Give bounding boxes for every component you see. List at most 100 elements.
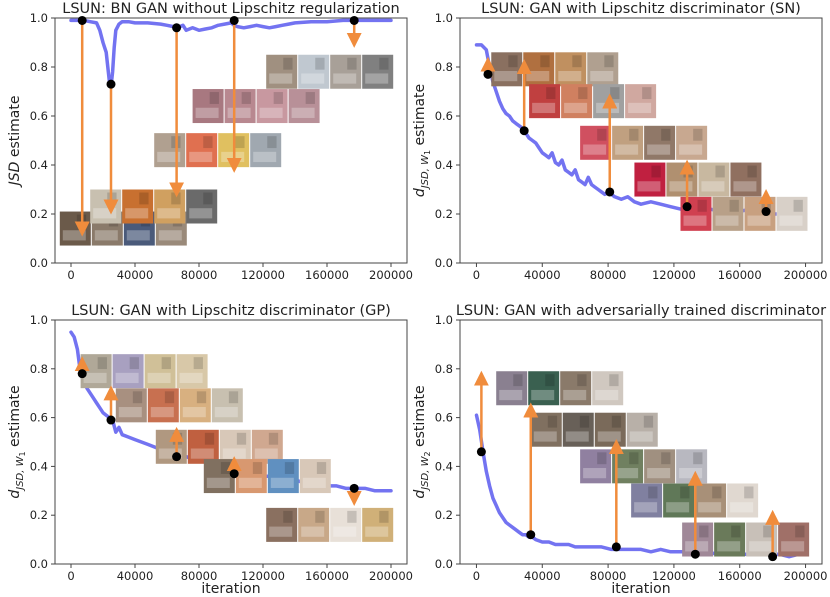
sample-thumbnail-detail (147, 372, 171, 384)
sample-thumbnail (154, 133, 186, 168)
sample-thumbnail-detail (203, 192, 213, 205)
y-tick-label: 0.8 (30, 60, 48, 74)
x-tick-label: 40000 (117, 569, 154, 583)
sample-thumbnail-detail (679, 468, 703, 479)
sample-thumbnail-detail (717, 541, 741, 552)
sample-thumbnail-detail (651, 165, 661, 178)
sample-thumbnail-detail (236, 432, 247, 445)
y-tick-label: 0.8 (435, 362, 453, 376)
sample-thumbnail-detail (268, 432, 279, 445)
chart-panel-4: LSUN: GAN with adversarially trained dis… (412, 303, 827, 597)
chart-title: LSUN: GAN with adversarially trained dis… (456, 303, 826, 319)
sample-thumbnail (266, 54, 298, 89)
sample-thumbnail-detail (273, 92, 283, 104)
sample-thumbnail-detail (747, 215, 771, 226)
sample-thumbnail-detail (698, 502, 722, 513)
sample-thumbnail (251, 429, 283, 464)
sample-thumbnail (176, 354, 208, 389)
sample-thumbnail (555, 52, 587, 87)
sample-thumbnail (224, 89, 256, 124)
sample-thumbnail (330, 54, 362, 89)
y-tick-label: 0.2 (435, 508, 453, 522)
x-tick-label: 0 (473, 268, 480, 282)
sample-thumbnail-detail (193, 357, 203, 370)
sample-thumbnail (644, 125, 676, 160)
sample-thumbnail-detail (283, 57, 293, 70)
sample-strip-1 (496, 371, 624, 406)
sample-strip-3 (154, 133, 282, 168)
sample-thumbnail-detail (301, 73, 325, 84)
sample-strip-3 (580, 449, 708, 484)
x-tick-label: 200000 (369, 268, 413, 282)
sample-thumbnail-detail (379, 57, 389, 70)
x-tick-label: 200000 (784, 268, 828, 282)
sample-thumbnail-detail (597, 431, 621, 442)
checkpoint-marker (106, 79, 116, 89)
sample-thumbnail-detail (629, 452, 639, 465)
sample-thumbnail-detail (83, 372, 107, 384)
y-tick-label: 0.0 (30, 557, 48, 571)
sample-thumbnail (144, 354, 176, 389)
checkpoint-marker (682, 202, 692, 212)
y-tick-label: 0.6 (435, 109, 453, 123)
sample-thumbnail (122, 189, 154, 224)
sample-thumbnail-detail (685, 541, 709, 552)
sample-thumbnail (115, 388, 147, 423)
sample-thumbnail-detail (508, 55, 518, 68)
sample-thumbnail-detail (628, 102, 652, 114)
sample-thumbnail (776, 196, 808, 231)
sample-strip-5 (266, 54, 394, 89)
sample-thumbnail-detail (132, 391, 143, 404)
sample-thumbnail-detail (365, 73, 389, 84)
sample-thumbnail-detail (779, 215, 803, 226)
sample-thumbnail (112, 354, 144, 389)
y-tick-label: 0.4 (30, 158, 48, 172)
x-tick-label: 160000 (718, 569, 762, 583)
checkpoint-marker (106, 415, 116, 425)
checkpoint-marker (690, 549, 700, 559)
sample-thumbnail-detail (252, 462, 263, 474)
sample-thumbnail-detail (611, 415, 622, 428)
sample-thumbnail-detail (565, 431, 589, 442)
sample-thumbnail-detail (793, 199, 803, 212)
checkpoint-marker (229, 15, 239, 25)
x-tick-label: 40000 (117, 268, 154, 282)
sample-thumbnail-detail (189, 151, 213, 163)
y-tick-label: 0.0 (30, 256, 48, 270)
sample-thumbnail-detail (647, 144, 671, 155)
sample-thumbnail (631, 483, 663, 518)
sample-thumbnail-detail (238, 477, 262, 488)
sample-strip-2 (529, 84, 657, 119)
sample-thumbnail-detail (206, 477, 230, 488)
sample-thumbnail-detail (221, 151, 245, 163)
sample-thumbnail (299, 459, 331, 494)
sample-thumbnail (256, 89, 288, 124)
x-tick-label: 160000 (305, 569, 349, 583)
sample-thumbnail-detail (680, 486, 690, 499)
sample-thumbnail-detail (564, 102, 588, 114)
sample-thumbnail-detail (642, 87, 652, 100)
sample-thumbnail-detail (693, 452, 703, 465)
sample-thumbnail (727, 483, 759, 518)
sample-thumbnail (580, 125, 612, 160)
sample-thumbnail (644, 449, 676, 484)
sample-thumbnail-detail (578, 87, 588, 100)
sample-thumbnail-detail (661, 452, 671, 465)
sample-thumbnail-detail (572, 55, 582, 68)
sample-thumbnail-detail (730, 502, 754, 513)
x-tick-label: 160000 (305, 268, 349, 282)
checkpoint-marker (172, 452, 182, 462)
sample-thumbnail-detail (195, 107, 219, 118)
sample-thumbnail-detail (634, 502, 658, 513)
sample-thumbnail-detail (126, 230, 150, 241)
sample-thumbnail-detail (547, 415, 558, 428)
sample-thumbnail-detail (302, 477, 326, 488)
sample-thumbnail-detail (305, 92, 315, 104)
sample-thumbnail-detail (158, 448, 182, 459)
sample-thumbnail (634, 162, 666, 197)
sample-thumbnail (211, 388, 243, 423)
x-tick-label: 120000 (241, 268, 285, 282)
sample-thumbnail-detail (583, 144, 607, 155)
sample-thumbnail-detail (196, 391, 207, 404)
sample-strip-3 (155, 429, 283, 464)
